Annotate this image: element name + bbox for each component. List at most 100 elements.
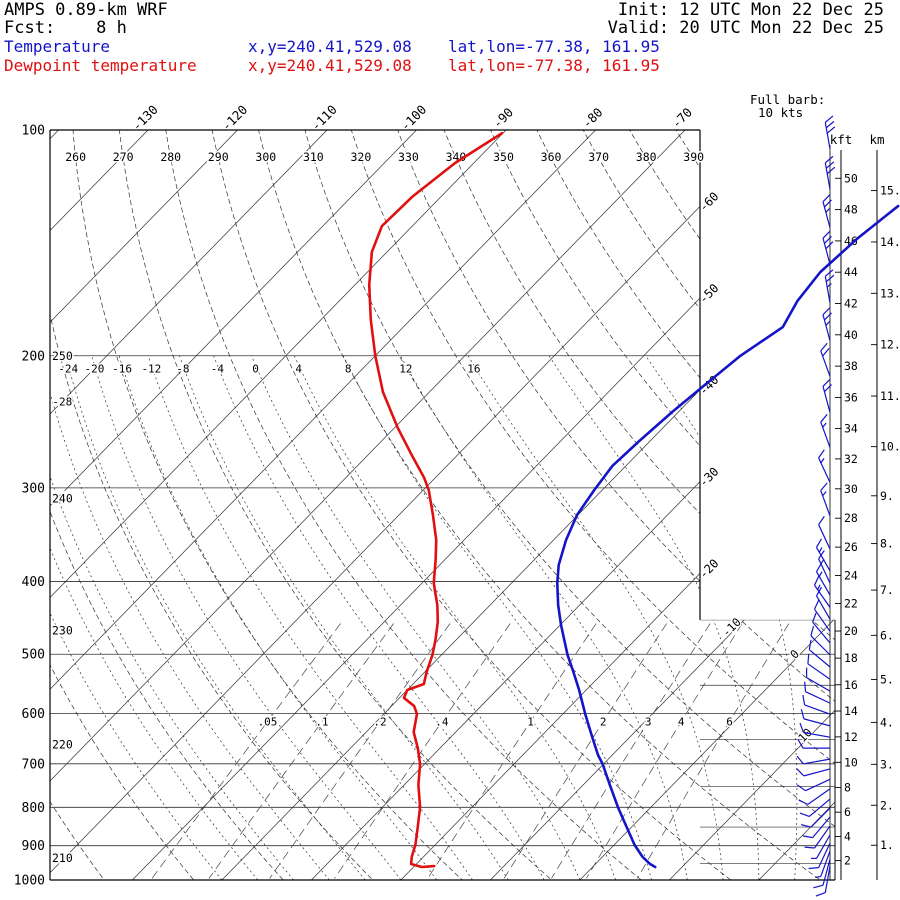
- barb-feather: [818, 516, 825, 525]
- wind-barb: [824, 115, 836, 150]
- barb-feather: [797, 739, 804, 749]
- barb-staff: [822, 314, 831, 341]
- moist-adiabat-4: [293, 355, 617, 880]
- barb-feather: [825, 274, 835, 283]
- barb-staff: [810, 635, 831, 656]
- km-label: 4.: [880, 715, 894, 729]
- km-label: 15.: [880, 184, 900, 198]
- wind-barb: [802, 816, 831, 839]
- barb-half-feather: [818, 571, 823, 577]
- isotherm-top-label: -110: [308, 102, 340, 134]
- moist-adiabat-label: 12: [399, 362, 412, 375]
- kft-label: 20: [844, 624, 858, 638]
- isotherm--110: [50, 130, 328, 880]
- mixing-ratio-label: 1: [527, 716, 534, 729]
- barb-feather: [813, 884, 824, 889]
- km-axis-title: km: [869, 132, 884, 147]
- wind-barb: [822, 307, 832, 341]
- dry-adiabat-lines: [50, 130, 835, 880]
- wind-barb: [822, 378, 832, 413]
- wind-barb: [815, 562, 831, 596]
- barb-half-feather: [822, 422, 827, 428]
- mixing-ratio-label: .1: [315, 716, 328, 729]
- barb-feather: [808, 867, 819, 870]
- pressure-label-500: 500: [22, 648, 45, 663]
- wind-barb: [798, 788, 831, 805]
- moist-adiabat--24: [65, 355, 366, 880]
- isotherm--30: [311, 130, 835, 880]
- kft-label: 30: [844, 482, 858, 496]
- km-label: 11.: [880, 389, 900, 403]
- isotherm--60: [50, 130, 775, 880]
- theta-top-label: 350: [493, 150, 514, 164]
- barb-staff: [820, 490, 831, 517]
- sounding-curves: [367, 131, 900, 869]
- barb-staff: [808, 649, 831, 668]
- km-label: 6.: [880, 628, 894, 642]
- model-title: AMPS 0.89-km WRF: [4, 0, 168, 20]
- wind-barb: [815, 586, 831, 620]
- wind-barb: [802, 694, 831, 715]
- barb-staff: [824, 122, 831, 150]
- wind-barb: [808, 842, 831, 870]
- dry-adiabat-320: [345, 130, 835, 880]
- barb-feather: [825, 120, 835, 129]
- moist-adiabat-label: 0: [252, 362, 259, 375]
- moist-adiabat-left-label: -28: [52, 395, 72, 408]
- dry-adiabat-300: [254, 130, 821, 880]
- km-label: 7.: [880, 583, 894, 597]
- wind-barb: [810, 625, 831, 656]
- barb-staff: [818, 558, 831, 584]
- isotherm--80: [50, 130, 596, 880]
- theta-left-label: 240: [52, 492, 73, 506]
- km-label: 10.: [880, 440, 900, 454]
- init-time: Init: 12 UTC Mon 22 Dec 25: [618, 0, 884, 20]
- mixing-ratio-label: 3: [645, 716, 652, 729]
- isotherm--40: [221, 130, 835, 880]
- theta-top-label: 320: [350, 150, 371, 164]
- barb-feather: [815, 562, 823, 573]
- barb-feather: [813, 575, 820, 586]
- wind-barb: [807, 653, 831, 680]
- moist-adiabat--32: [50, 355, 294, 880]
- moist-adiabat--28: [50, 355, 330, 880]
- wind-barb: [813, 575, 831, 608]
- km-label: 5.: [880, 672, 894, 686]
- barb-feather: [824, 155, 834, 164]
- barb-feather: [822, 348, 830, 357]
- km-label: 1.: [880, 838, 894, 852]
- isotherm--10: [490, 130, 835, 880]
- kft-label: 42: [844, 297, 858, 311]
- kft-label: 46: [844, 234, 858, 248]
- barb-feather: [804, 681, 807, 692]
- theta-top-label: 260: [65, 150, 86, 164]
- temperature-latlon: lat,lon=-77.38, 161.95: [448, 37, 660, 56]
- kft-label: 22: [844, 597, 858, 611]
- dry-adiabat-390: [665, 130, 835, 880]
- isotherm--90: [50, 130, 507, 880]
- isotherm-top-label: -90: [490, 105, 517, 132]
- barb-staff: [822, 201, 831, 228]
- kft-label: 50: [844, 171, 858, 185]
- barb-feather: [802, 694, 806, 706]
- theta-left-label: 230: [52, 624, 73, 638]
- wind-barb: [812, 612, 831, 644]
- wind-barb: [824, 155, 836, 190]
- dewpoint-legend-label: Dewpoint temperature: [4, 56, 197, 75]
- barb-staff: [807, 663, 831, 680]
- barb-staff: [820, 421, 831, 448]
- barb-half-feather: [820, 458, 825, 464]
- barb-feather: [826, 126, 836, 134]
- barb-legend-line1: Full barb:: [750, 92, 825, 107]
- barb-staff: [814, 825, 831, 849]
- wind-barb: [808, 639, 831, 668]
- dry-adiabat-260: [71, 130, 463, 880]
- barb-half-feather: [825, 207, 831, 213]
- barb-legend-line2: 10 kts: [758, 105, 803, 120]
- barb-feather: [799, 722, 804, 733]
- barb-feather: [818, 449, 825, 459]
- pressure-label-900: 900: [22, 839, 45, 854]
- barb-feather: [820, 342, 828, 352]
- mixing-ratio-.4: [334, 623, 511, 879]
- barb-half-feather: [820, 558, 825, 565]
